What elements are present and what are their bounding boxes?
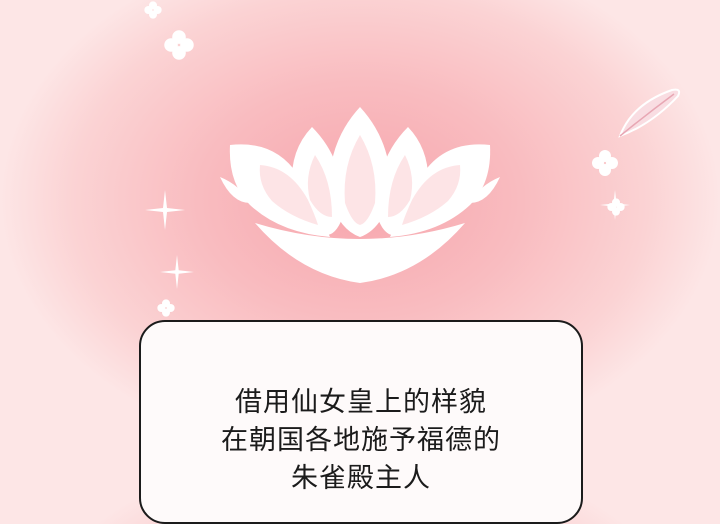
small-flower-icon [607, 198, 625, 216]
small-flower-icon [144, 1, 162, 19]
speech-line: 在朝国各地施予福德的 [221, 425, 501, 456]
speech-line: 借用仙女皇上的样貌 [235, 387, 487, 418]
speech-box: 借用仙女皇上的样貌 在朝国各地施予福德的 朱雀殿主人 [139, 320, 583, 524]
small-flower-icon [592, 150, 618, 176]
small-flower-icon [157, 299, 175, 317]
sparkle-icon [160, 255, 194, 289]
speech-line: 朱雀殿主人 [291, 463, 431, 494]
small-flower-icon [164, 30, 194, 60]
speech-text: 借用仙女皇上的样貌 在朝国各地施予福德的 朱雀殿主人 [141, 384, 581, 498]
feather-icon [618, 88, 681, 138]
manga-panel: 借用仙女皇上的样貌 在朝国各地施予福德的 朱雀殿主人 [139, 1, 681, 524]
lotus-icon [220, 107, 500, 283]
sparkle-icon [145, 190, 185, 230]
